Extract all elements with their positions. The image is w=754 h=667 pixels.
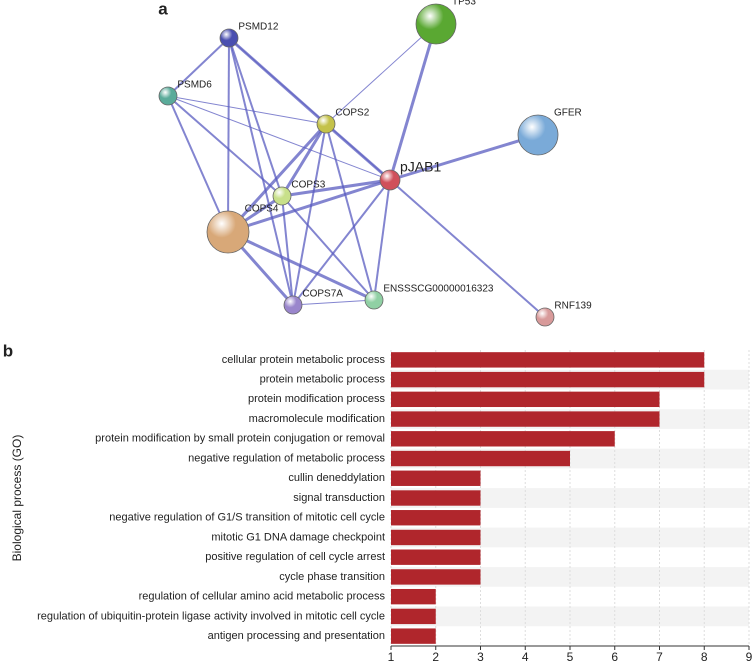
edge [228,37,283,197]
bar [391,529,481,546]
y-tick-label: macromolecule modification [249,413,385,425]
y-tick-label: positive regulation of cell cycle arrest [205,551,385,563]
y-tick-label: cycle phase transition [279,571,385,583]
y-axis-title: Biological process (GO) [10,435,24,562]
bar [391,352,705,368]
y-tick-label: mitotic G1 DNA damage checkpoint [211,531,385,543]
y-tick-label: protein modification by small protein co… [95,433,385,445]
bar [391,411,660,427]
edge [227,230,375,302]
node [316,114,336,134]
bar [391,470,481,486]
node [379,169,401,191]
x-tick-label: 3 [477,650,484,664]
node [283,295,303,315]
x-tick-label: 5 [567,650,574,664]
edges [167,23,546,318]
edge [227,37,230,233]
x-tick-label: 2 [432,650,439,664]
node-label: RNF139 [554,301,592,312]
node [535,307,555,327]
x-tick-label: 6 [611,650,618,664]
edge [167,95,391,181]
x-tick-label: 8 [701,650,708,664]
node-label: COPS7A [302,289,343,300]
edge [373,179,391,301]
panel-label: b [3,341,13,360]
bar [391,391,660,408]
x-tick-label: 9 [746,650,753,664]
node [517,114,559,156]
edge [389,179,546,318]
y-tick-label: negative regulation of G1/S transition o… [109,512,385,524]
edge [167,95,327,125]
bar [391,371,705,388]
node-label: COPS4 [245,204,279,215]
y-tick-label: cellular protein metabolic process [222,354,386,366]
edge [228,37,294,306]
y-tick-label: protein metabolic process [260,374,386,386]
edge [325,23,437,125]
node-label: GFER [554,108,582,119]
y-tick-label: antigen processing and presentation [208,630,385,642]
bar [391,510,481,526]
edge [325,123,375,301]
node-label: PSMD6 [177,80,212,91]
edge [167,37,230,97]
edge [281,178,391,198]
y-tick-label: cullin deneddylation [288,472,385,484]
node [415,3,457,45]
panel-label: a [158,0,168,18]
bar [391,450,570,467]
node-label: PSMD12 [238,22,278,33]
edge [226,122,328,234]
node-label: TP53 [452,0,476,8]
edge [228,37,391,181]
edge [281,195,375,301]
y-tick-label: signal transduction [293,492,385,504]
edge [227,178,391,234]
y-tick-label: negative regulation of metabolic process [188,452,385,464]
bar [391,569,481,585]
edge [167,95,283,197]
y-tick-label: protein modification process [248,393,385,405]
bar [391,628,436,644]
edge [388,23,438,181]
edge [281,195,294,306]
node [219,28,239,48]
x-tick-label: 4 [522,650,529,664]
bar [391,431,615,447]
node [206,210,250,254]
node-label: COPS2 [335,108,369,119]
x-tick-label: 7 [656,650,663,664]
bar [391,549,481,565]
bar [391,588,436,605]
edge [167,95,229,233]
edge [292,299,375,306]
node [158,86,178,106]
node-label: COPS3 [291,180,325,191]
edge [292,123,327,306]
node-label: pJAB1 [400,159,441,175]
bar [391,608,436,625]
node [272,186,292,206]
y-tick-label: regulation of ubiquitin-protein ligase a… [37,610,385,622]
edge [389,133,539,182]
y-tick-label: regulation of cellular amino acid metabo… [139,591,386,603]
edge [280,123,328,197]
x-tick-label: 1 [388,650,395,664]
node-label: ENSSSCG00000016323 [383,284,494,295]
node [364,290,384,310]
bar [391,490,481,506]
edge [292,179,391,306]
